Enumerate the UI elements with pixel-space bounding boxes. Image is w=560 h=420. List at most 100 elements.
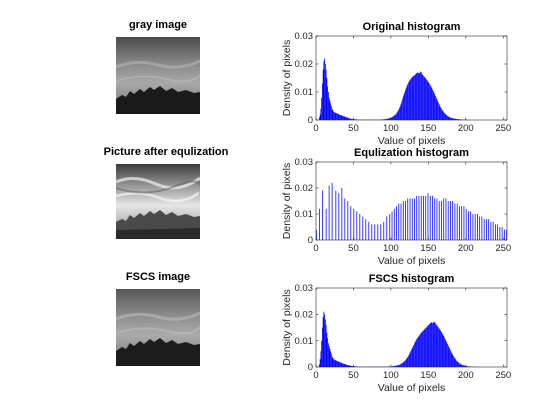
- histogram-bar: [441, 201, 442, 240]
- equalized-image: [116, 164, 200, 239]
- histogram-bar: [435, 324, 437, 367]
- histogram-bar: [327, 92, 329, 120]
- histogram-bar: [327, 343, 329, 367]
- histogram-bar: [423, 330, 424, 367]
- histogram-bar: [438, 104, 440, 120]
- histogram-bar: [343, 363, 345, 367]
- histogram-bar: [439, 329, 441, 367]
- histogram-bar: [348, 118, 350, 120]
- histogram-bar: [431, 87, 433, 120]
- x-tick-label: 150: [420, 370, 436, 381]
- histogram-bar: [397, 365, 399, 367]
- histogram-bar: [486, 219, 487, 240]
- histogram-bar: [407, 84, 409, 120]
- histogram-bar: [328, 185, 330, 240]
- histogram-bar: [368, 221, 370, 240]
- y-tick-label: 0.01: [295, 336, 314, 347]
- histogram-bar: [393, 116, 394, 120]
- histogram-bar: [340, 362, 342, 367]
- histogram-bar: [466, 366, 468, 367]
- histogram-bar: [321, 97, 322, 120]
- histogram-bar: [329, 348, 331, 367]
- histogram-bar: [337, 361, 339, 367]
- histogram-bar: [396, 112, 398, 120]
- histogram-bar: [452, 118, 454, 120]
- y-tick-label: 0.02: [295, 310, 314, 321]
- histogram-bar: [400, 103, 402, 120]
- histogram-bar: [426, 80, 428, 120]
- histogram-bar: [417, 338, 418, 367]
- histogram-bar: [495, 224, 496, 240]
- histogram-bar: [432, 89, 433, 120]
- histogram-bar: [352, 366, 354, 367]
- histogram-bar: [425, 328, 427, 367]
- histogram-bar: [402, 96, 404, 120]
- histogram-bar: [459, 206, 460, 240]
- histogram-bar: [474, 214, 476, 240]
- histogram-bar: [327, 338, 328, 367]
- histogram-bar: [334, 360, 336, 367]
- histogram-bar: [319, 117, 320, 120]
- histogram-bar: [447, 116, 449, 120]
- histogram-bar: [421, 73, 423, 120]
- histogram-bar: [394, 365, 396, 367]
- histogram-bar: [442, 111, 444, 120]
- histogram-bar: [408, 82, 409, 120]
- histogram-bar: [501, 227, 503, 240]
- y-tick-label: 0.03: [295, 157, 314, 168]
- y-axis-label: Density of pixels: [281, 289, 293, 365]
- histogram-bar: [399, 364, 401, 367]
- histogram-bar: [435, 97, 437, 120]
- histogram-bar: [441, 331, 442, 367]
- histogram-bar: [330, 106, 332, 120]
- histogram-bar: [401, 363, 403, 367]
- histogram-bar: [428, 324, 430, 367]
- histogram-bar: [404, 92, 406, 120]
- histogram-bar: [342, 363, 343, 367]
- histogram-bar: [410, 351, 412, 367]
- histogram-bar: [435, 323, 436, 367]
- histogram-bar: [316, 229, 317, 240]
- y-tick-label: 0: [308, 115, 313, 126]
- histogram-bar: [450, 351, 452, 367]
- histogram-bar: [467, 366, 469, 367]
- histogram-bars: [316, 182, 507, 240]
- histogram-bar: [399, 364, 400, 367]
- histogram-bar: [424, 328, 426, 367]
- histogram-bar: [427, 193, 429, 240]
- histogram-bar: [418, 335, 420, 367]
- histogram-bar: [396, 365, 397, 367]
- histogram-bar: [437, 326, 439, 367]
- histogram-bar: [359, 214, 361, 240]
- histogram-bar: [449, 117, 451, 120]
- histogram-bar: [420, 333, 421, 367]
- histogram-bar: [497, 224, 499, 240]
- image-title-equalized: Picture after equlization: [103, 146, 229, 158]
- histogram-bar: [414, 75, 415, 120]
- histogram-bar: [409, 198, 411, 240]
- histogram-bar: [380, 224, 382, 240]
- histogram-bar: [386, 118, 388, 120]
- histogram-bar: [420, 332, 422, 367]
- x-tick-label: 0: [313, 243, 318, 254]
- histogram-bar: [341, 363, 343, 367]
- histogram-bar: [445, 340, 447, 367]
- histogram-bar: [334, 112, 336, 120]
- histogram-bar: [438, 102, 439, 120]
- histogram-bar: [429, 85, 431, 120]
- histogram-bar: [490, 221, 492, 240]
- histogram-bar: [347, 117, 349, 120]
- histogram-bar: [335, 113, 337, 120]
- histogram-bar: [322, 69, 324, 120]
- equalized-image-graphic: [116, 164, 200, 239]
- histogram-bar: [465, 365, 466, 367]
- histogram-bar: [465, 208, 467, 240]
- histogram-bar: [342, 363, 344, 367]
- histogram-bar: [393, 365, 395, 367]
- histogram-bar: [423, 329, 425, 367]
- histogram-bar: [440, 330, 442, 367]
- histogram-bar: [403, 361, 405, 367]
- histogram-bar: [349, 365, 351, 367]
- histogram-bar: [417, 336, 419, 367]
- histogram-bar: [430, 86, 432, 120]
